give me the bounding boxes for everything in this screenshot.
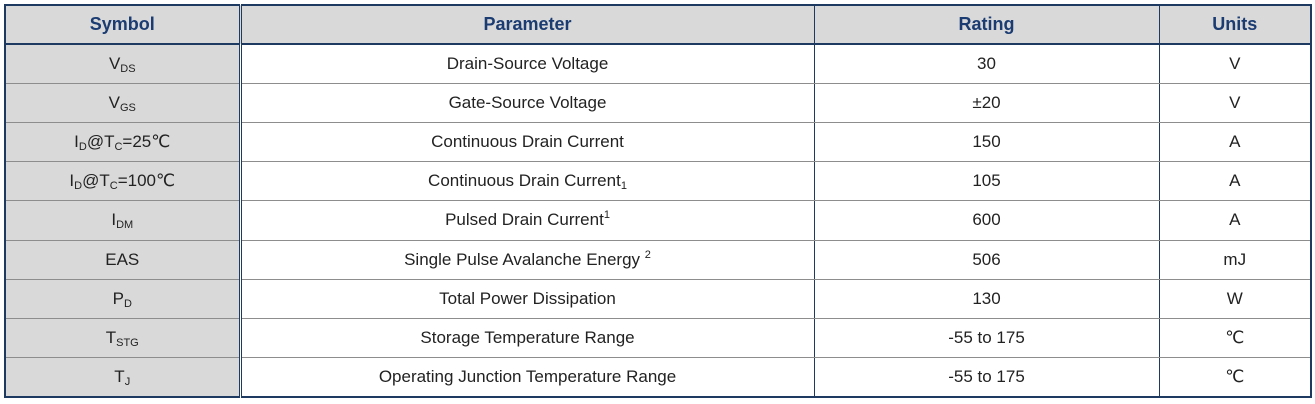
table-row: IDM Pulsed Drain Current1 600 A	[4, 200, 1312, 241]
symbol-mid: @T	[86, 132, 115, 152]
table-row: TSTG Storage Temperature Range -55 to 175 ℃	[4, 318, 1312, 358]
units-cell: A	[1158, 200, 1312, 241]
parameter-note-subscript: 1	[620, 180, 627, 193]
symbol-subscript: D	[123, 297, 132, 310]
units-cell: ℃	[1158, 357, 1312, 398]
table-row: PD Total Power Dissipation 130 W	[4, 279, 1312, 319]
parameter-text: Total Power Dissipation	[439, 288, 616, 308]
parameter-cell: Single Pulse Avalanche Energy 2	[239, 240, 815, 280]
header-units: Units	[1158, 5, 1312, 45]
rating-cell: 600	[813, 200, 1160, 241]
table-row: ID@TC=25℃ Continuous Drain Current 150 A	[4, 122, 1312, 163]
symbol-cell: TJ	[4, 357, 242, 398]
rating-cell: 30	[813, 44, 1160, 85]
table-row: VDS Drain-Source Voltage 30 V	[4, 44, 1312, 85]
header-rating: Rating	[813, 5, 1160, 45]
parameter-cell: Continuous Drain Current1	[239, 161, 815, 202]
symbol-main: I	[69, 171, 75, 191]
symbol-cell: VGS	[4, 83, 242, 124]
symbol-subscript: D	[78, 141, 87, 154]
parameter-cell: Continuous Drain Current	[239, 122, 815, 163]
symbol-main: V	[108, 54, 121, 74]
symbol-subscript-2: C	[114, 141, 123, 154]
symbol-main: P	[112, 288, 124, 308]
parameter-text: Continuous Drain Current	[428, 171, 621, 191]
symbol-main: T	[114, 366, 125, 386]
parameter-text: Storage Temperature Range	[420, 327, 635, 347]
symbol-main: T	[105, 327, 117, 347]
symbol-subscript: STG	[116, 336, 139, 349]
parameter-text: Drain-Source Voltage	[446, 54, 609, 74]
rating-cell: 130	[813, 279, 1160, 319]
table-row: TJ Operating Junction Temperature Range -5…	[4, 357, 1312, 398]
symbol-cell: IDM	[4, 200, 242, 241]
symbol-main: I	[111, 210, 117, 230]
parameter-note-superscript: 1	[603, 209, 610, 222]
absolute-max-ratings-table: Symbol Parameter Rating Units VDS Drain-S…	[4, 4, 1312, 398]
units-cell: V	[1158, 83, 1312, 124]
rating-cell: 150	[813, 122, 1160, 163]
rating-cell: ±20	[813, 83, 1160, 124]
parameter-cell: Total Power Dissipation	[239, 279, 815, 319]
parameter-text: Single Pulse Avalanche Energy	[404, 249, 645, 269]
parameter-text: Continuous Drain Current	[431, 132, 624, 152]
symbol-cell: ID@TC=25℃	[4, 122, 242, 163]
parameter-text: Operating Junction Temperature Range	[378, 366, 677, 386]
symbol-main: I	[74, 132, 79, 152]
symbol-cell: PD	[4, 279, 242, 319]
header-parameter: Parameter	[239, 5, 815, 45]
units-cell: mJ	[1158, 240, 1312, 280]
parameter-cell: Drain-Source Voltage	[239, 44, 815, 85]
units-cell: A	[1158, 161, 1312, 202]
symbol-subscript: J	[124, 375, 131, 388]
rating-cell: 105	[813, 161, 1160, 202]
symbol-subscript: DS	[120, 63, 136, 76]
table-body: VDS Drain-Source Voltage 30 V VGS Gate-Source…	[4, 44, 1312, 398]
parameter-text: Gate-Source Voltage	[448, 93, 607, 113]
symbol-cell: EAS	[4, 240, 242, 280]
symbol-subscript: GS	[119, 102, 136, 115]
symbol-cell: ID@TC=100℃	[4, 161, 242, 202]
header-symbol: Symbol	[4, 5, 242, 45]
parameter-note-superscript: 2	[644, 248, 651, 261]
parameter-cell: Gate-Source Voltage	[239, 83, 815, 124]
symbol-main: V	[108, 93, 120, 113]
table-header-row: Symbol Parameter Rating Units	[4, 5, 1312, 45]
units-cell: V	[1158, 44, 1312, 85]
symbol-subscript-2: C	[109, 180, 118, 193]
table-row: EAS Single Pulse Avalanche Energy 2 506 mJ	[4, 240, 1312, 280]
symbol-mid: @T	[82, 171, 110, 191]
symbol-main: EAS	[105, 249, 140, 269]
symbol-cell: VDS	[4, 44, 242, 85]
absolute-max-ratings-table-wrapper: Symbol Parameter Rating Units VDS Drain-S…	[4, 4, 1312, 398]
symbol-subscript: DM	[116, 219, 134, 232]
rating-cell: -55 to 175	[813, 318, 1160, 358]
symbol-subscript: D	[74, 180, 83, 193]
rating-cell: -55 to 175	[813, 357, 1160, 398]
symbol-tail: =25℃	[122, 132, 171, 152]
units-cell: A	[1158, 122, 1312, 163]
parameter-cell: Operating Junction Temperature Range	[239, 357, 815, 398]
rating-cell: 506	[813, 240, 1160, 280]
units-cell: ℃	[1158, 318, 1312, 358]
symbol-tail: =100℃	[117, 171, 176, 191]
symbol-cell: TSTG	[4, 318, 242, 358]
parameter-text: Pulsed Drain Current	[445, 210, 604, 230]
table-row: VGS Gate-Source Voltage ±20 V	[4, 83, 1312, 124]
parameter-cell: Storage Temperature Range	[239, 318, 815, 358]
parameter-cell: Pulsed Drain Current1	[239, 200, 815, 241]
table-row: ID@TC=100℃ Continuous Drain Current1 105 A	[4, 161, 1312, 202]
units-cell: W	[1158, 279, 1312, 319]
